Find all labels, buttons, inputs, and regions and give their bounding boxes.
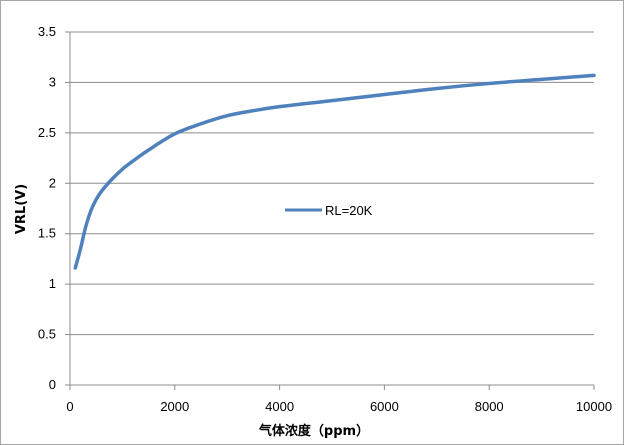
y-tick-label: 1.5 xyxy=(38,226,56,241)
y-tick-label: 3.5 xyxy=(38,24,56,39)
series-lines xyxy=(73,73,596,270)
axes xyxy=(65,31,595,390)
y-tick-label: 0 xyxy=(49,377,56,392)
y-tick-label: 2.5 xyxy=(38,125,56,140)
series-line-0 xyxy=(73,73,596,270)
x-axis-title: 气体浓度（ppm） xyxy=(259,423,369,439)
x-tick-label: 6000 xyxy=(370,399,399,414)
legend: RL=20K xyxy=(285,203,373,218)
y-tick-label: 3 xyxy=(49,74,56,89)
y-tick-label: 2 xyxy=(49,175,56,190)
y-tick-label: 0.5 xyxy=(38,327,56,342)
x-tick-label: 8000 xyxy=(475,399,504,414)
legend-label-rl-20k: RL=20K xyxy=(325,203,373,218)
y-tick-label: 1 xyxy=(49,276,56,291)
x-tick-label: 2000 xyxy=(160,399,189,414)
x-tick-label: 4000 xyxy=(265,399,294,414)
x-tick-label: 10000 xyxy=(576,399,612,414)
x-tick-label: 0 xyxy=(66,399,73,414)
tick-labels: 0 0.5 1 1.5 2 2.5 3 3.5 0 2000 4000 6000 8000 10000 xyxy=(38,24,612,414)
grid-lines xyxy=(70,31,594,336)
y-axis-title: VRL(V) xyxy=(14,184,29,234)
